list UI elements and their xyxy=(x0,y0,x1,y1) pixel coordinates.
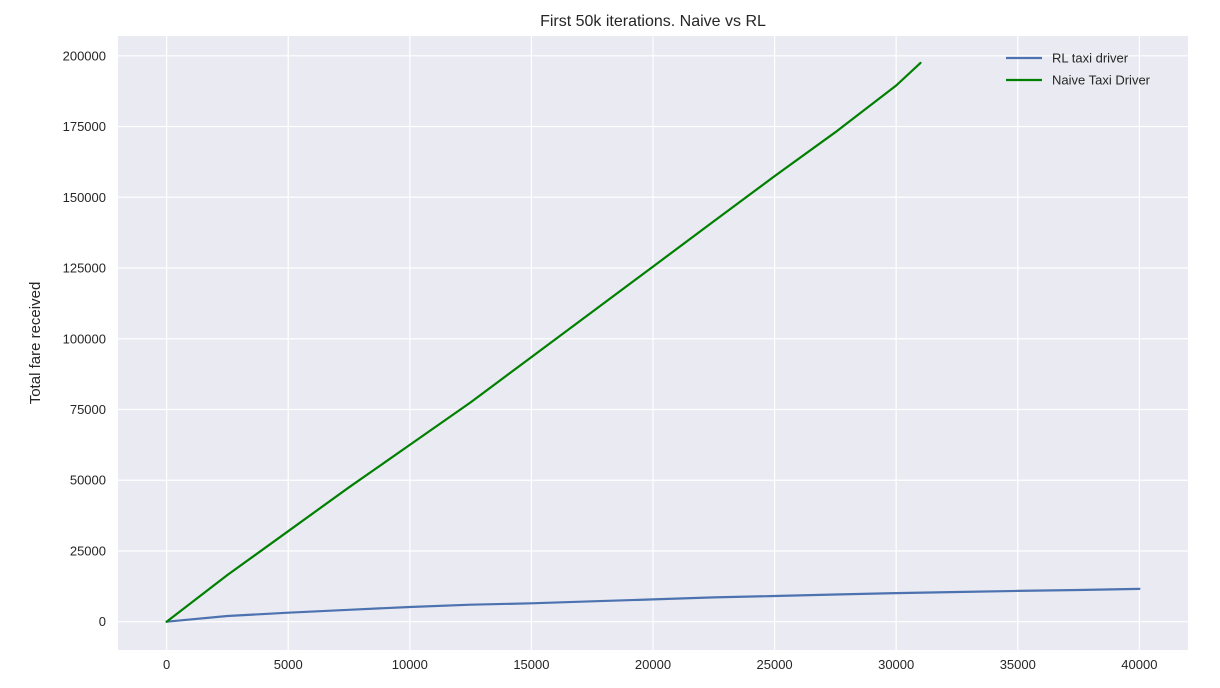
legend-label: Naive Taxi Driver xyxy=(1052,73,1151,88)
chart-title: First 50k iterations. Naive vs RL xyxy=(540,13,766,30)
y-axis-label: Total fare received xyxy=(27,282,44,405)
x-tick-label: 20000 xyxy=(635,657,671,672)
y-tick-label: 50000 xyxy=(70,473,106,488)
x-tick-label: 15000 xyxy=(513,657,549,672)
x-tick-label: 30000 xyxy=(878,657,914,672)
x-tick-label: 5000 xyxy=(274,657,303,672)
y-axis: 0 25000 50000 75000 100000 125000 150000 175000… xyxy=(63,48,106,629)
y-tick-label: 200000 xyxy=(63,48,106,63)
y-tick-label: 25000 xyxy=(70,543,106,558)
grid xyxy=(118,36,1188,650)
x-axis: 0 5000 10000 15000 20000 25000 30000 35000 40000 xyxy=(163,657,1157,672)
series-lines xyxy=(165,61,1141,623)
legend: RL taxi driver Naive Taxi Driver xyxy=(1006,51,1151,88)
y-tick-label: 150000 xyxy=(63,190,106,205)
series-line-2 xyxy=(165,61,922,623)
x-tick-label: 10000 xyxy=(392,657,428,672)
x-tick-label: 40000 xyxy=(1121,657,1157,672)
y-tick-label: 175000 xyxy=(63,119,106,134)
x-tick-label: 25000 xyxy=(757,657,793,672)
y-tick-label: 125000 xyxy=(63,261,106,276)
legend-label: RL taxi driver xyxy=(1052,51,1129,66)
y-tick-label: 100000 xyxy=(63,331,106,346)
y-tick-label: 0 xyxy=(99,614,106,629)
x-tick-label: 35000 xyxy=(1000,657,1036,672)
x-tick-label: 0 xyxy=(163,657,170,672)
y-tick-label: 75000 xyxy=(70,402,106,417)
series-line-1 xyxy=(165,587,1141,623)
